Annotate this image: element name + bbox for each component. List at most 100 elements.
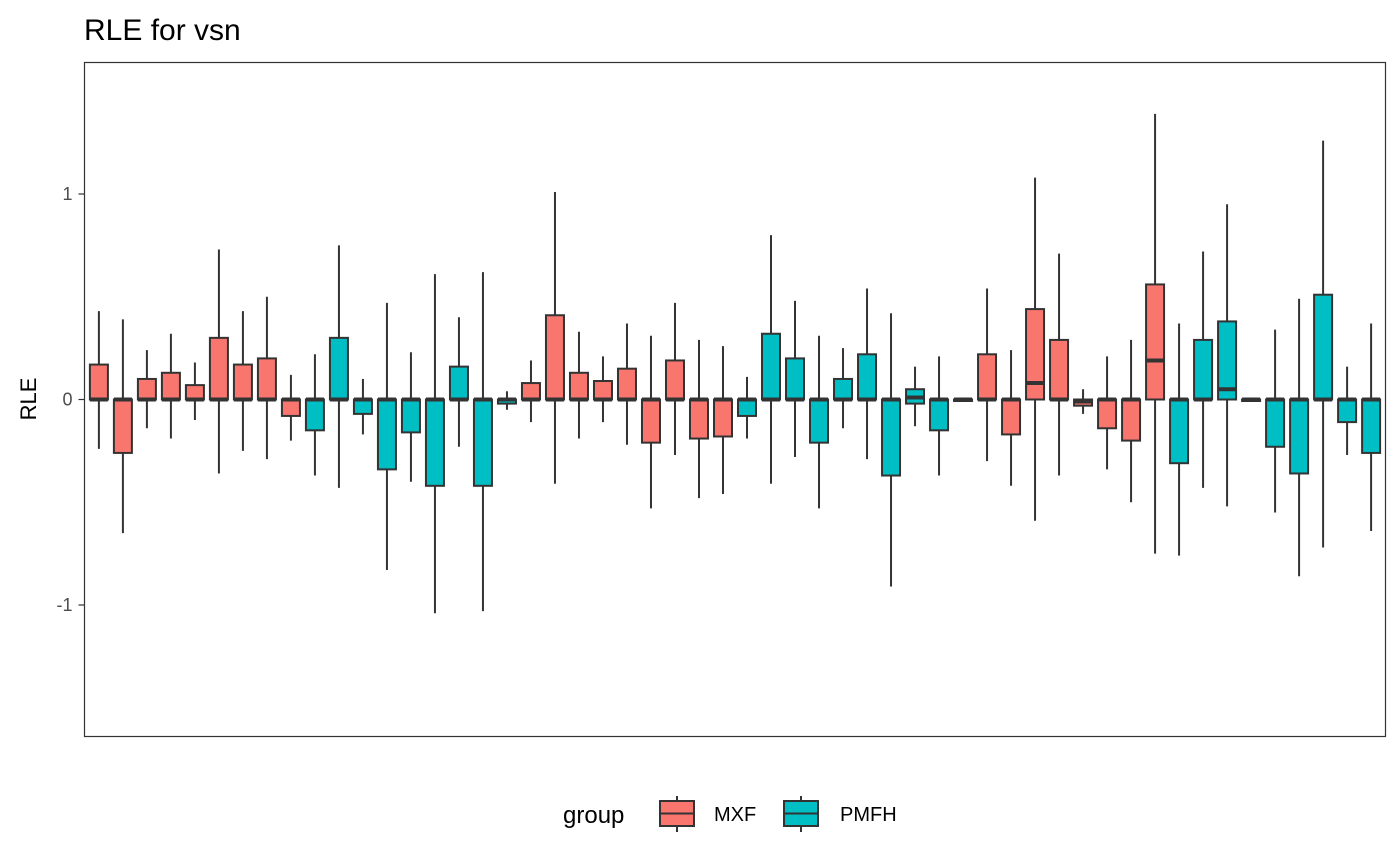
- box-mxf: [1025, 177, 1046, 521]
- box-pmfh: [929, 356, 950, 476]
- box-pmfh: [1289, 298, 1310, 577]
- box-body: [472, 398, 493, 487]
- box-body: [977, 353, 998, 401]
- box-body: [1361, 398, 1382, 454]
- y-tick-label: 0: [62, 390, 72, 410]
- box-mxf: [616, 323, 637, 445]
- y-axis-title: RLE: [16, 378, 41, 421]
- box-mxf: [232, 311, 253, 451]
- box-mxf: [592, 356, 613, 423]
- box-body: [520, 382, 541, 401]
- box-body: [280, 398, 301, 417]
- box-body: [328, 336, 349, 401]
- box-body: [881, 398, 902, 477]
- box-body: [1097, 398, 1118, 430]
- box-mxf: [640, 335, 661, 509]
- box-body: [208, 336, 229, 401]
- box-body: [688, 398, 709, 440]
- box-body: [544, 314, 565, 401]
- box-body: [1217, 320, 1238, 401]
- box-pmfh: [1241, 397, 1262, 402]
- box-pmfh: [448, 317, 469, 447]
- box-pmfh: [376, 302, 397, 571]
- box-mxf: [280, 374, 301, 441]
- legend-title: group: [563, 802, 624, 829]
- box-mxf: [208, 249, 229, 474]
- box-body: [1025, 308, 1046, 401]
- box-pmfh: [304, 354, 325, 476]
- box-body: [664, 359, 685, 401]
- box-body: [136, 377, 157, 401]
- box-mxf: [136, 350, 157, 429]
- box-body: [400, 398, 421, 434]
- box-mxf: [520, 360, 541, 423]
- box-body: [737, 398, 758, 417]
- y-axis: -1 0 1: [56, 184, 85, 615]
- box-mxf: [160, 333, 181, 439]
- box-body: [616, 367, 637, 401]
- chart-title: RLE for vsn: [84, 14, 241, 47]
- box-series: [88, 113, 1382, 614]
- box-mxf: [112, 319, 133, 534]
- box-pmfh: [953, 397, 974, 402]
- box-mxf: [664, 302, 685, 455]
- legend-key-mxf: [659, 796, 695, 832]
- box-body: [1121, 398, 1142, 442]
- box-body: [304, 398, 325, 432]
- box-body: [929, 398, 950, 432]
- box-pmfh: [1337, 366, 1358, 455]
- box-mxf: [544, 191, 565, 484]
- box-pmfh: [472, 272, 493, 612]
- box-body: [112, 398, 133, 454]
- legend: group MXF PMFH: [563, 796, 897, 832]
- box-pmfh: [400, 352, 421, 482]
- box-mxf: [1097, 356, 1118, 470]
- legend-label-pmfh: PMFH: [840, 804, 897, 826]
- box-mxf: [88, 311, 109, 449]
- box-body: [160, 371, 181, 401]
- box-body: [809, 398, 830, 444]
- box-mxf: [1049, 253, 1070, 476]
- box-body: [1001, 398, 1022, 436]
- box-body: [857, 353, 878, 401]
- box-body: [592, 380, 613, 401]
- box-pmfh: [352, 378, 373, 435]
- box-pmfh: [833, 348, 854, 429]
- box-body: [1313, 293, 1334, 401]
- legend-label-mxf: MXF: [714, 804, 756, 826]
- box-pmfh: [809, 335, 830, 509]
- box-body: [448, 365, 469, 401]
- box-pmfh: [1361, 323, 1382, 532]
- box-mxf: [1121, 339, 1142, 503]
- box-mxf: [1145, 113, 1166, 554]
- box-body: [232, 363, 253, 401]
- box-body: [568, 371, 589, 401]
- box-pmfh: [881, 313, 902, 587]
- box-pmfh: [328, 245, 349, 488]
- box-mxf: [1073, 389, 1094, 414]
- box-body: [761, 332, 782, 401]
- box-pmfh: [785, 300, 806, 458]
- box-pmfh: [1169, 323, 1190, 556]
- box-body: [1049, 338, 1070, 401]
- box-mxf: [977, 288, 998, 462]
- legend-key-pmfh: [783, 796, 819, 832]
- box-body: [640, 398, 661, 444]
- box-pmfh: [761, 235, 782, 484]
- box-body: [184, 384, 205, 401]
- box-body: [256, 357, 277, 401]
- box-body: [833, 377, 854, 401]
- box-body: [1337, 398, 1358, 424]
- box-body: [376, 398, 397, 471]
- box-pmfh: [1265, 329, 1286, 513]
- box-pmfh: [424, 274, 445, 614]
- box-mxf: [688, 339, 709, 499]
- box-body: [712, 398, 733, 438]
- box-pmfh: [857, 288, 878, 460]
- box-body: [352, 398, 373, 415]
- y-tick-label: -1: [56, 595, 72, 615]
- box-pmfh: [496, 391, 517, 410]
- box-body: [785, 357, 806, 401]
- box-body: [1289, 398, 1310, 475]
